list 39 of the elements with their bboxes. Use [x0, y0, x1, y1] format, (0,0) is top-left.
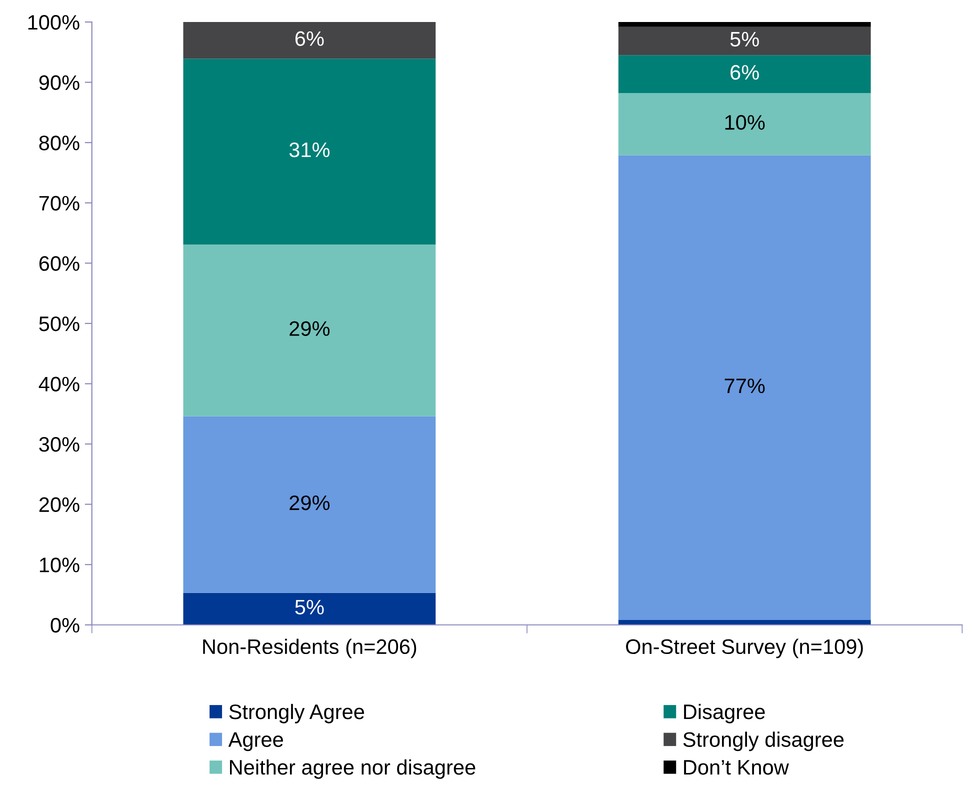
- bar: [183, 244, 436, 416]
- bar: [618, 155, 871, 620]
- y-tick-label: 100%: [28, 15, 80, 30]
- x-tick-label: Non-Residents (n=206): [203, 638, 416, 658]
- data-label: 29%: [290, 321, 330, 336]
- legend-label: Don’t Know: [684, 760, 789, 775]
- y-tick-label: 70%: [39, 196, 80, 211]
- bar: [618, 55, 871, 94]
- data-label: 10%: [725, 115, 765, 130]
- y-tick-label: 60%: [39, 256, 80, 271]
- bar: [183, 592, 436, 625]
- bar: [183, 58, 436, 244]
- legend-label: Agree: [228, 732, 283, 752]
- y-tick-label: 40%: [38, 376, 80, 392]
- bar: [183, 22, 436, 59]
- data-label: 31%: [289, 142, 330, 158]
- y-tick-label: 90%: [39, 75, 80, 90]
- legend-label: Neither agree nor disagree: [230, 759, 476, 779]
- data-label: 5%: [295, 600, 324, 614]
- legend-label: Strongly disagree: [683, 732, 844, 752]
- y-tick-label: 10%: [40, 558, 80, 572]
- bar: [183, 416, 436, 593]
- legend-label: Disagree: [684, 704, 765, 724]
- x-tick-label: On-Street Survey (n=109): [626, 638, 863, 658]
- y-tick-label: 30%: [39, 437, 80, 452]
- legend-label: Strongly Agree: [229, 704, 364, 724]
- data-label: 6%: [730, 64, 759, 80]
- y-tick-label: 50%: [39, 316, 80, 332]
- bar: [618, 93, 871, 156]
- y-tick-label: 20%: [39, 497, 80, 512]
- y-tick-label: 0%: [50, 618, 80, 633]
- data-label: 6%: [295, 31, 324, 46]
- data-label: 5%: [730, 32, 759, 47]
- data-label: 29%: [290, 495, 330, 510]
- bar: [618, 22, 871, 27]
- data-label: 77%: [724, 378, 765, 394]
- y-tick-label: 80%: [39, 136, 80, 150]
- bar: [618, 26, 871, 56]
- bar: [618, 620, 871, 625]
